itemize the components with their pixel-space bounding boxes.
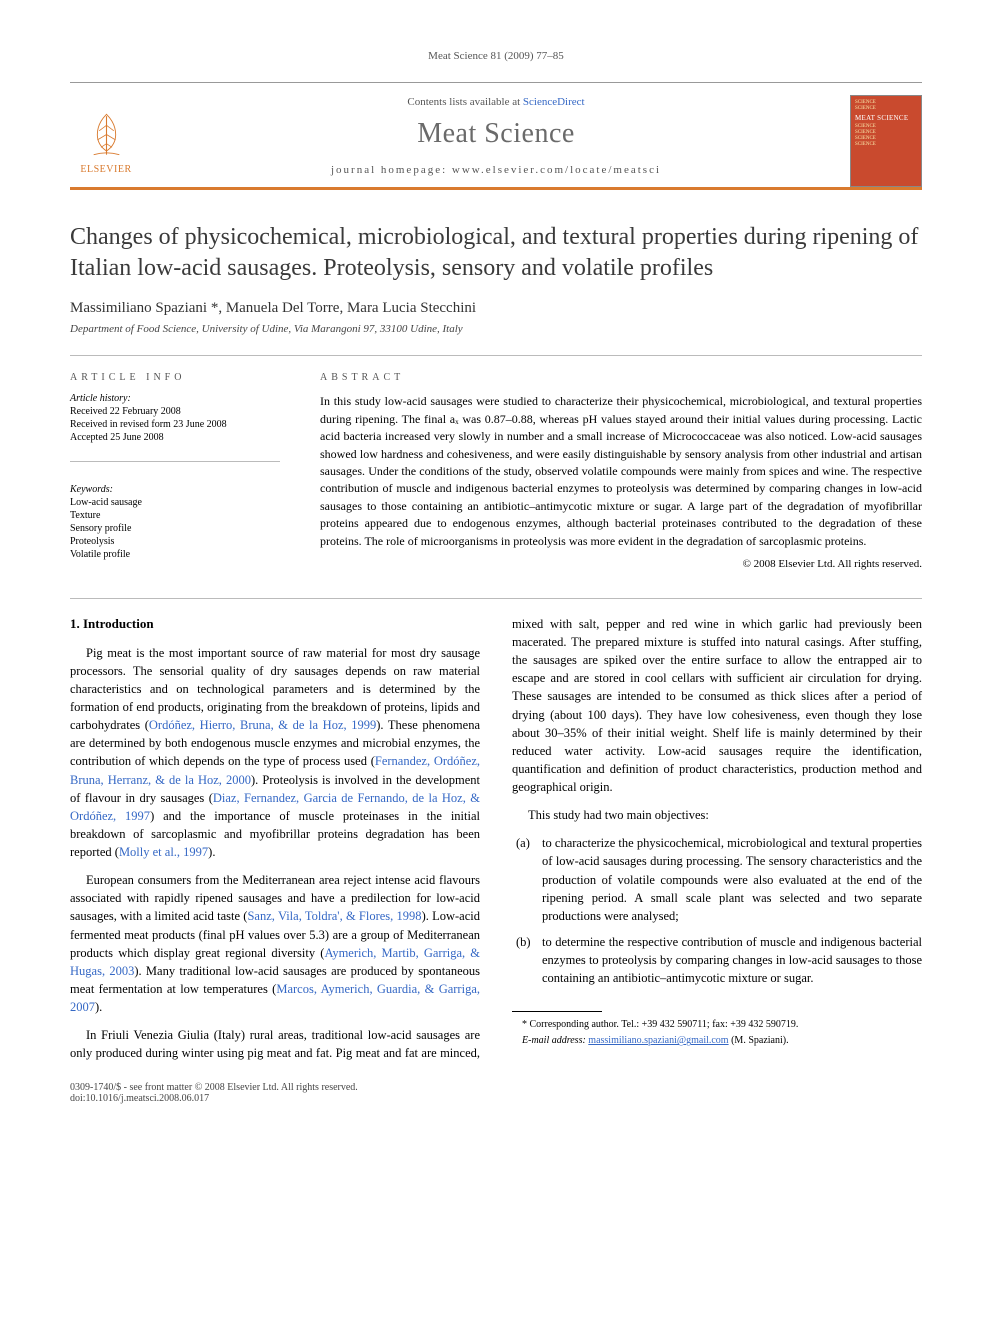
citation[interactable]: Ordóñez, Hierro, Bruna, & de la Hoz, 199… (149, 718, 376, 732)
abstract: ABSTRACT In this study low-acid sausages… (320, 372, 922, 570)
divider (70, 598, 922, 599)
doi-line: doi:10.1016/j.meatsci.2008.06.017 (70, 1093, 358, 1104)
keyword: Low-acid sausage (70, 497, 280, 508)
publisher-name: ELSEVIER (80, 164, 131, 175)
body-text: ). (95, 1000, 102, 1014)
divider (70, 355, 922, 356)
front-matter-line: 0309-1740/$ - see front matter © 2008 El… (70, 1082, 358, 1093)
body-paragraph: This study had two main objectives: (512, 806, 922, 824)
journal-cover-thumb: SCIENCE SCIENCE MEAT SCIENCE SCIENCE SCI… (850, 95, 922, 187)
objective-text: to characterize the physicochemical, mic… (542, 834, 922, 925)
article-info: ARTICLE INFO Article history: Received 2… (70, 372, 280, 570)
keyword: Proteolysis (70, 536, 280, 547)
section-heading: 1. Introduction (70, 615, 480, 634)
objective-text: to determine the respective contribution… (542, 933, 922, 987)
homepage-url: www.elsevier.com/locate/meatsci (452, 164, 661, 176)
keyword: Volatile profile (70, 549, 280, 560)
masthead-center: Contents lists available at ScienceDirec… (160, 96, 832, 186)
homepage-prefix: journal homepage: (331, 164, 452, 176)
contents-prefix: Contents lists available at (407, 96, 522, 108)
contents-line: Contents lists available at ScienceDirec… (160, 96, 832, 108)
objective-item: (a) to characterize the physicochemical,… (516, 834, 922, 925)
elsevier-tree-icon (79, 107, 134, 162)
body-paragraph: European consumers from the Mediterranea… (70, 871, 480, 1016)
abstract-heading: ABSTRACT (320, 372, 922, 383)
article-info-heading: ARTICLE INFO (70, 372, 280, 383)
journal-name: Meat Science (160, 118, 832, 150)
history-line: Accepted 25 June 2008 (70, 432, 280, 443)
keywords-label: Keywords: (70, 484, 280, 495)
keyword: Texture (70, 510, 280, 521)
history-label: Article history: (70, 393, 280, 404)
objective-item: (b) to determine the respective contribu… (516, 933, 922, 987)
cover-line: SCIENCE (855, 106, 917, 112)
divider (70, 461, 280, 462)
objective-label: (b) (516, 933, 542, 987)
objective-label: (a) (516, 834, 542, 925)
citation[interactable]: Sanz, Vila, Toldra', & Flores, 1998 (247, 909, 421, 923)
page-footer: 0309-1740/$ - see front matter © 2008 El… (70, 1082, 922, 1104)
publisher-logo: ELSEVIER (70, 101, 142, 181)
abstract-copyright: © 2008 Elsevier Ltd. All rights reserved… (320, 558, 922, 570)
article-title: Changes of physicochemical, microbiologi… (70, 222, 922, 284)
history-line: Received in revised form 23 June 2008 (70, 419, 280, 430)
history-line: Received 22 February 2008 (70, 406, 280, 417)
journal-homepage: journal homepage: www.elsevier.com/locat… (160, 164, 832, 176)
citation[interactable]: Molly et al., 1997 (119, 845, 208, 859)
body-text: ). (208, 845, 215, 859)
objectives-list: (a) to characterize the physicochemical,… (516, 834, 922, 987)
footnote-block: * Corresponding author. Tel.: +39 432 59… (512, 1011, 922, 1048)
keyword: Sensory profile (70, 523, 280, 534)
abstract-text: In this study low-acid sausages were stu… (320, 393, 922, 550)
corresponding-email-link[interactable]: massimiliano.spaziani@gmail.com (588, 1035, 728, 1046)
footer-left: 0309-1740/$ - see front matter © 2008 El… (70, 1082, 358, 1104)
cover-line: SCIENCE (855, 142, 917, 148)
body-paragraph: Pig meat is the most important source of… (70, 644, 480, 862)
cover-line: MEAT SCIENCE (855, 114, 917, 122)
email-label: E-mail address: (522, 1035, 588, 1046)
article-body: 1. Introduction Pig meat is the most imp… (70, 615, 922, 1063)
sciencedirect-link[interactable]: ScienceDirect (523, 96, 585, 108)
footnote-separator (512, 1011, 602, 1012)
email-suffix: (M. Spaziani). (729, 1035, 789, 1046)
email-footnote: E-mail address: massimiliano.spaziani@gm… (512, 1034, 922, 1048)
running-head: Meat Science 81 (2009) 77–85 (70, 50, 922, 62)
journal-masthead: ELSEVIER Contents lists available at Sci… (70, 82, 922, 190)
authors: Massimiliano Spaziani *, Manuela Del Tor… (70, 300, 922, 317)
corresponding-author-footnote: * Corresponding author. Tel.: +39 432 59… (512, 1018, 922, 1032)
affiliation: Department of Food Science, University o… (70, 323, 922, 335)
